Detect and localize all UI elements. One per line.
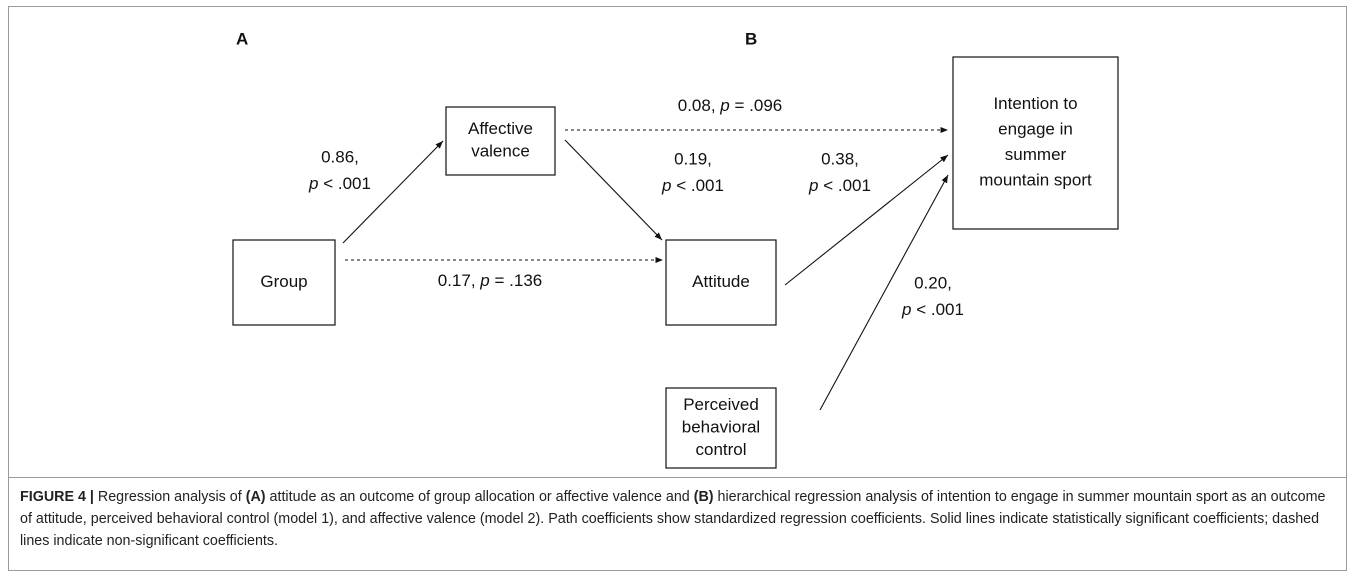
edge-coef: 0.38, (821, 149, 859, 168)
edge-coef: 0.19, (674, 149, 712, 168)
diagram: A B Group Affective valence Attitude Perceived… (232, 29, 1119, 469)
p-stat: = .136 (495, 271, 543, 290)
caption: FIGURE 4 | Regression analysis of (A) at… (20, 486, 1340, 552)
p-symbol: p (661, 176, 671, 195)
node-label: behavioral (682, 417, 760, 436)
edge-label: 0.17, p = .136 (438, 271, 543, 290)
p-stat: < .001 (676, 176, 724, 195)
caption-separator (8, 477, 1347, 478)
caption-panel-ref: (B) (693, 489, 714, 505)
node-box (665, 239, 777, 326)
edge-coef: 0.20, (914, 273, 952, 292)
p-stat: = .096 (735, 96, 783, 115)
node-label: summer (1005, 145, 1067, 164)
node-label: Affective (468, 119, 533, 138)
node-label: valence (471, 142, 530, 161)
p-stat: < .001 (916, 300, 964, 319)
node-label: Perceived (683, 395, 759, 414)
p-symbol: p (479, 271, 489, 290)
edge-label: 0.08, p = .096 (678, 96, 783, 115)
edge-p-value: p < .001 (308, 174, 371, 193)
node-box (232, 239, 336, 326)
panel-label: A (236, 29, 248, 48)
edge-p-value: p < .001 (901, 300, 964, 319)
node-label: Attitude (692, 272, 750, 291)
edge (819, 174, 949, 411)
node-box (952, 56, 1119, 230)
edge (342, 140, 444, 244)
node-label: Group (260, 272, 307, 291)
p-symbol: p (308, 174, 318, 193)
edge-coef: 0.86, (321, 147, 359, 166)
caption-panel-ref: (A) (245, 489, 266, 505)
caption-text: Regression analysis of (93, 489, 246, 505)
edge (564, 139, 663, 241)
panel-label: B (745, 29, 757, 48)
edge-p-value: p < .001 (661, 176, 724, 195)
p-symbol: p (719, 96, 729, 115)
caption-text: attitude as an outcome of group allocati… (265, 489, 694, 505)
caption-label: FIGURE 4 | (20, 489, 94, 505)
node-label: Intention to (993, 94, 1077, 113)
figure-frame (8, 6, 1347, 571)
edge-p-value: p < .001 (808, 176, 871, 195)
p-symbol: p (901, 300, 911, 319)
node-box (665, 387, 777, 469)
p-stat: < .001 (823, 176, 871, 195)
node-label: control (695, 440, 746, 459)
node-label: engage in (998, 120, 1073, 139)
edge (784, 154, 949, 286)
edge-coef: 0.08, (678, 96, 716, 115)
caption-text: hierarchical regression analysis of inte… (20, 489, 1326, 549)
node-box (445, 106, 556, 176)
p-symbol: p (808, 176, 818, 195)
p-stat: < .001 (323, 174, 371, 193)
node-label: mountain sport (979, 171, 1092, 190)
edge-coef: 0.17, (438, 271, 476, 290)
